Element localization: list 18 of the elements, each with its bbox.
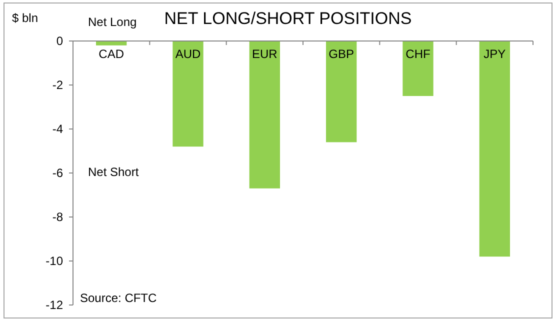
y-tick-label: -12 xyxy=(46,298,64,312)
x-tick-label: JPY xyxy=(484,47,506,61)
text: Net Long xyxy=(88,15,137,29)
y-tick-label: -2 xyxy=(52,78,64,92)
x-tick-label: AUD xyxy=(175,47,201,61)
y-tick-label: -6 xyxy=(52,166,64,180)
y-tick-label: -4 xyxy=(52,122,64,136)
x-tick-label: EUR xyxy=(252,47,278,61)
annotation: Source: CFTC xyxy=(80,291,158,305)
x-tick-label: CHF xyxy=(406,47,430,61)
x-tick-label: CAD xyxy=(98,47,124,61)
y-tick-label: 0 xyxy=(56,34,64,48)
chart-title: NET LONG/SHORT POSITIONS xyxy=(164,9,412,28)
x-tick-label: GBP xyxy=(328,47,354,61)
y-tick-label: -10 xyxy=(46,254,64,268)
y-axis-title: $ bln xyxy=(12,11,38,25)
y-tick-label: -8 xyxy=(52,210,64,224)
annotation: Net Short xyxy=(88,165,140,179)
